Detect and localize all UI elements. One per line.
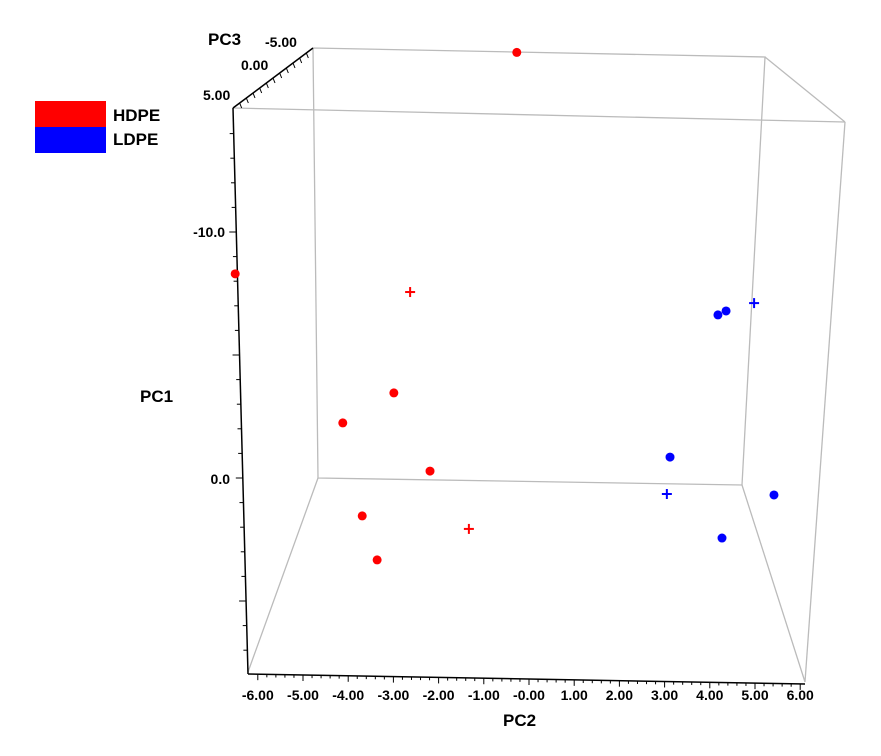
pc3-tick — [245, 97, 249, 104]
pc3-tick-label: 5.00 — [203, 87, 230, 103]
legend-label-hdpe: HDPE — [113, 106, 160, 125]
point-hdpe-plus — [405, 287, 416, 298]
pc3-tick — [259, 87, 263, 94]
box-edge — [804, 121, 846, 683]
point-ldpe — [665, 452, 675, 462]
box-edge — [232, 107, 846, 123]
pc3-tick-label: -5.00 — [265, 34, 297, 50]
point-hdpe — [338, 418, 348, 428]
pc1-tick-label: -10.0 — [193, 224, 225, 240]
bounding-box — [232, 47, 846, 683]
legend-swatch-ldpe — [35, 127, 106, 153]
legend-swatch-hdpe — [35, 101, 106, 127]
data-points — [230, 47, 779, 565]
pc2-tick-label: -6.00 — [242, 687, 274, 703]
pc3-tick — [305, 52, 309, 59]
point-hdpe — [425, 466, 435, 476]
pc2-tick-label: 2.00 — [606, 687, 633, 703]
pc2-tick-labels: -6.00 -5.00 -4.00 -3.00 -2.00 -1.00 -0.00 1.00 2… — [242, 687, 814, 703]
point-hdpe — [357, 511, 367, 521]
point-ldpe — [713, 310, 723, 320]
axis-labels: PC3 5.00 0.00 -5.00 PC1 PC2 -10.0 0.0 — [140, 30, 536, 730]
box-edge — [247, 477, 319, 673]
back-face — [312, 47, 766, 486]
point-ldpe — [769, 490, 779, 500]
pc2-axis-line — [247, 673, 806, 685]
pc2-axis-title: PC2 — [503, 711, 536, 730]
legend: HDPE LDPE — [35, 101, 160, 153]
pc3-tick — [279, 72, 283, 79]
pc2-tick-label: -5.00 — [287, 687, 319, 703]
point-hdpe — [372, 555, 382, 565]
pc3-tick — [272, 77, 276, 84]
pc2-tick-label: 4.00 — [696, 687, 723, 703]
pc2-tick-label: -2.00 — [423, 687, 455, 703]
point-hdpe — [230, 269, 240, 279]
pc2-tick-label: -4.00 — [332, 687, 364, 703]
pc1-tick-label: 0.0 — [211, 471, 231, 487]
pc3-tick-label: 0.00 — [241, 57, 268, 73]
point-hdpe — [512, 47, 522, 57]
point-ldpe — [721, 306, 731, 316]
box-edge — [741, 484, 806, 683]
pc3-tick — [292, 62, 296, 69]
tick-marks — [229, 52, 801, 690]
pc1-axis-title: PC1 — [140, 387, 173, 406]
axes — [232, 47, 806, 685]
pc3-axis-title: PC3 — [208, 30, 241, 49]
point-hdpe-plus — [463, 523, 474, 534]
pc3-tick — [265, 82, 269, 89]
legend-label-ldpe: LDPE — [113, 130, 158, 149]
pc1-axis-line — [232, 107, 249, 675]
pc2-tick-label: -3.00 — [377, 687, 409, 703]
pc2-tick-label: -1.00 — [468, 687, 500, 703]
point-hdpe — [389, 388, 399, 398]
pc2-tick-label: 6.00 — [787, 687, 814, 703]
point-ldpe — [717, 533, 727, 543]
box-edge — [764, 56, 846, 123]
pc2-tick-label: -0.00 — [513, 687, 545, 703]
point-ldpe-plus — [749, 298, 760, 309]
pc2-tick-label: 1.00 — [561, 687, 588, 703]
pc3-tick — [239, 102, 243, 109]
pc2-tick-label: 5.00 — [741, 687, 768, 703]
pc3-tick — [285, 67, 289, 74]
pc3-tick — [252, 92, 256, 99]
pc3-tick — [299, 57, 303, 64]
pc2-tick-label: 3.00 — [651, 687, 678, 703]
point-ldpe-plus — [661, 488, 672, 499]
